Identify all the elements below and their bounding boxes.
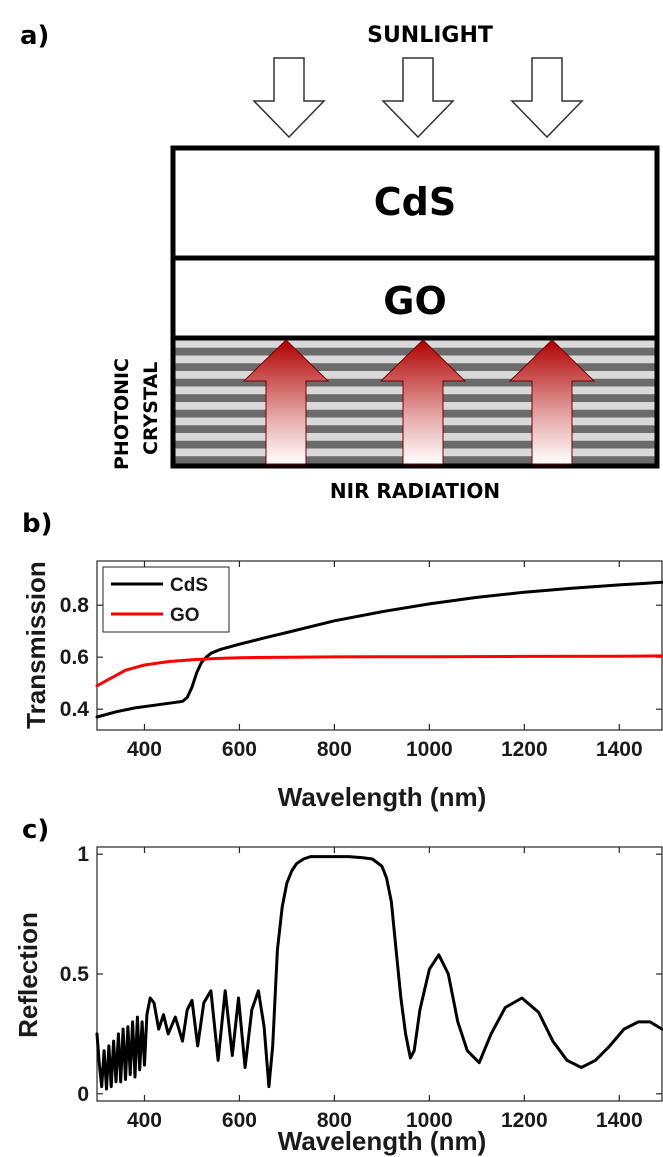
crystal-stripe <box>175 340 655 349</box>
plot-c-ticks: 400 600 800 1000 1200 1400 0 0.5 1 <box>60 843 662 1132</box>
plot-b-xtick-label: 1400 <box>596 738 643 761</box>
panel-b-label: b) <box>22 509 53 539</box>
sunlight-arrow-icon <box>252 57 326 139</box>
plot-c-ytick-label: 0 <box>77 1083 89 1106</box>
plot-c-xtick-label: 800 <box>317 1109 352 1132</box>
plot-b-xtick-label: 800 <box>317 738 352 761</box>
plot-b-xtick-label: 1200 <box>501 738 548 761</box>
plot-b-series-line-go <box>95 654 663 688</box>
plot-b-xlabel: Wavelength (nm) <box>278 782 486 812</box>
nir-arrow-icon <box>508 339 596 465</box>
legend-cds-label: CdS <box>170 575 208 596</box>
panel-b: b) 400 600 800 1000 1200 1400 0.4 0.6 0.8 CdS GO… <box>21 509 663 812</box>
plot-b-xtick-label: 400 <box>127 738 162 761</box>
plot-b-ytick-label: 0.6 <box>60 646 89 669</box>
go-layer-label: GO <box>383 279 447 323</box>
legend-box <box>102 566 230 633</box>
cds-layer-label: CdS <box>374 180 456 224</box>
sunlight-label: SUNLIGHT <box>367 23 493 48</box>
plot-c-xtick-label: 1000 <box>406 1109 453 1132</box>
plot-c-series-line-0 <box>95 855 663 1091</box>
sunlight-arrow-icon <box>381 57 455 139</box>
nir-arrow-icon <box>379 339 467 465</box>
plot-c-series <box>95 855 663 1091</box>
panel-c: c) 400 600 800 1000 1200 1400 0 0.5 1 Wavelength… <box>13 815 663 1156</box>
plot-c-xtick-label: 1400 <box>596 1109 643 1132</box>
plot-b-ticks: 400 600 800 1000 1200 1400 0.4 0.6 0.8 <box>60 561 662 761</box>
plot-b-frame <box>96 560 663 731</box>
plot-b-series-line-cds <box>95 580 663 719</box>
plot-c-xlabel: Wavelength (nm) <box>278 1126 486 1156</box>
plot-b-xtick-label: 1000 <box>406 738 453 761</box>
plot-c-xtick-label: 1200 <box>501 1109 548 1132</box>
plot-b-xtick-label: 600 <box>222 738 257 761</box>
panel-a: a) SUNLIGHT CdS GO PHOTONIC CRYS <box>20 21 660 503</box>
plot-c-ytick-label: 0.5 <box>60 963 90 986</box>
crystal-label: CRYSTAL <box>140 362 162 455</box>
plot-c-ylabel: Reflection <box>13 912 43 1038</box>
cds-layer <box>170 145 660 261</box>
nir-radiation-label: NIR RADIATION <box>330 479 500 503</box>
panel-a-label: a) <box>20 21 49 51</box>
plot-b-ylabel: Transmission <box>21 561 51 729</box>
plot-c-xtick-label: 400 <box>127 1109 162 1132</box>
plot-b-ytick-label: 0.8 <box>60 594 90 617</box>
plot-b-ytick-label: 0.4 <box>60 698 90 721</box>
legend-go-label: GO <box>170 605 200 626</box>
photonic-crystal-frame <box>170 335 660 469</box>
plot-c-xtick-label: 600 <box>222 1109 257 1132</box>
plot-c-frame <box>96 846 663 1102</box>
plot-b-series <box>95 580 663 719</box>
photonic-label: PHOTONIC <box>111 358 133 470</box>
nir-arrow-icon <box>242 339 330 465</box>
sunlight-arrow-icon <box>510 57 584 139</box>
panel-c-label: c) <box>22 815 49 845</box>
plot-c-ytick-label: 1 <box>77 843 89 866</box>
